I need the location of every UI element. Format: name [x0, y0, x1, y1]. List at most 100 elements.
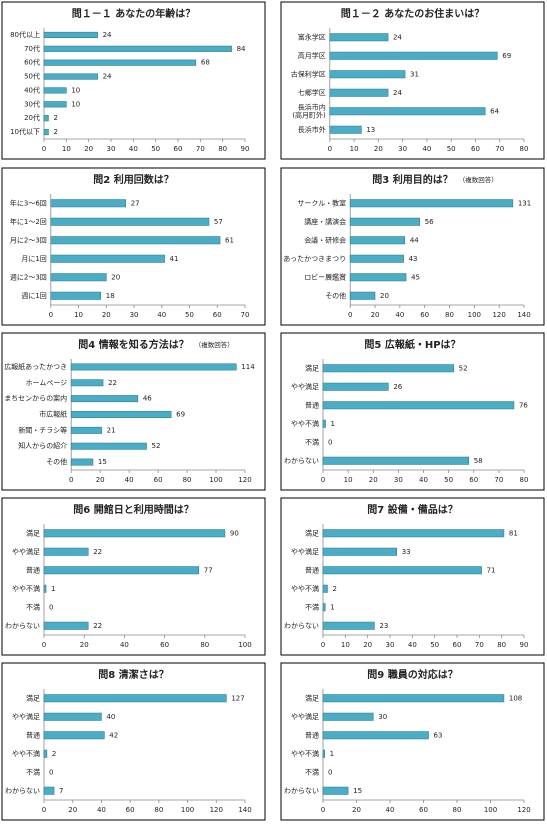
panel	[1, 497, 266, 656]
value-label: 127	[231, 694, 244, 702]
bar	[43, 73, 98, 80]
value-label: 77	[204, 566, 213, 574]
value-label: 44	[410, 236, 419, 244]
value-label: 24	[393, 33, 402, 41]
category-label: 講座・講演会	[304, 217, 346, 226]
value-label: 42	[109, 731, 118, 739]
value-label: 57	[214, 218, 223, 226]
bar	[349, 199, 514, 208]
x-tick-label: 90	[241, 145, 250, 153]
value-label: 46	[143, 395, 152, 403]
category-label: 長浜市内(高月町外)	[292, 102, 326, 119]
category-label: 年に3～6回	[10, 198, 47, 207]
category-label: 知人からの紹介	[18, 441, 67, 450]
value-label: 0	[49, 603, 53, 611]
chart-title: 問2 利用回数は？	[93, 173, 173, 186]
x-tick-label: 40	[422, 145, 431, 153]
x-tick-label: 40	[125, 476, 134, 484]
bar	[50, 291, 102, 300]
category-label: 普通	[305, 565, 319, 574]
bar	[43, 31, 98, 39]
category-label: やや満足	[12, 548, 40, 556]
category-label: 普通	[305, 730, 319, 739]
category-label: やや不満	[291, 750, 319, 758]
x-tick-label: 0	[321, 641, 325, 649]
category-label: 不満	[305, 438, 319, 446]
category-label: やや満足	[291, 548, 319, 556]
x-tick-label: 20	[374, 145, 383, 153]
bar	[43, 786, 55, 795]
category-label: 週に1回	[21, 291, 46, 300]
value-label: 71	[487, 566, 496, 574]
value-label: 0	[328, 438, 332, 446]
value-label: 27	[131, 199, 140, 207]
bar	[70, 411, 172, 418]
chart-title: 問9 職員の対応は？	[367, 668, 457, 681]
value-label: 64	[490, 107, 499, 115]
bar	[70, 379, 104, 387]
value-label: 1	[331, 420, 335, 428]
value-label: 18	[106, 292, 115, 300]
category-label: 満足	[26, 529, 40, 537]
category-label: わからない	[5, 787, 40, 795]
panel	[280, 167, 545, 326]
value-label: 108	[509, 694, 522, 702]
category-label: やや満足	[291, 383, 319, 391]
x-tick-label: 70	[475, 641, 484, 649]
value-label: 7	[59, 787, 63, 795]
bar	[322, 749, 325, 758]
bar	[322, 584, 328, 593]
bar	[43, 529, 226, 538]
x-tick-label: 10	[350, 145, 359, 153]
x-tick-label: 60	[469, 476, 478, 484]
chart-title: 問8 清潔さは？	[98, 668, 168, 681]
x-tick-label: 140	[238, 806, 251, 814]
category-label: 月に2～3回	[10, 236, 47, 244]
x-tick-label: 60	[126, 806, 135, 814]
value-label: 52	[459, 364, 468, 372]
x-tick-label: 40	[395, 311, 404, 319]
bar	[43, 749, 48, 758]
bar	[322, 731, 429, 740]
category-label: やや不満	[291, 420, 319, 428]
bar	[322, 419, 326, 428]
category-label: 60代	[24, 58, 40, 67]
chart-title: 問6 開館日と利用時間は？	[73, 503, 193, 516]
category-label: 満足	[26, 694, 40, 702]
x-tick-label: 0	[321, 806, 325, 814]
value-label: 52	[152, 442, 161, 450]
value-label: 24	[393, 89, 402, 97]
x-tick-label: 10	[62, 145, 71, 153]
bar	[322, 566, 482, 575]
category-label: その他	[46, 457, 67, 466]
category-label: 普通	[26, 730, 40, 739]
value-label: 20	[111, 273, 120, 281]
chart-title: 問１－２ あなたのお住まいは？	[341, 7, 484, 20]
value-label: 20	[380, 292, 389, 300]
bar	[329, 125, 362, 134]
value-label: 24	[103, 31, 112, 39]
x-tick-label: 100	[181, 806, 194, 814]
category-label: 普通	[305, 400, 319, 409]
x-tick-label: 10	[344, 476, 353, 484]
x-tick-label: 60	[419, 806, 428, 814]
panel	[280, 1, 545, 160]
bar	[329, 33, 389, 42]
category-label: 10代以下	[10, 127, 40, 136]
category-label: 50代	[24, 72, 40, 81]
value-label: 33	[402, 548, 411, 556]
panel	[280, 662, 545, 821]
category-label: わからない	[284, 787, 319, 795]
x-tick-label: 10	[341, 641, 350, 649]
category-label: 不満	[26, 603, 40, 611]
category-label: 普通	[26, 565, 40, 574]
bar	[43, 547, 89, 556]
x-tick-label: 20	[102, 311, 111, 319]
value-label: 63	[434, 731, 443, 739]
bar	[322, 786, 349, 795]
bar	[43, 59, 197, 66]
bar	[322, 621, 375, 630]
value-label: 26	[393, 383, 402, 391]
category-label: 不満	[26, 768, 40, 776]
bar	[322, 712, 374, 721]
